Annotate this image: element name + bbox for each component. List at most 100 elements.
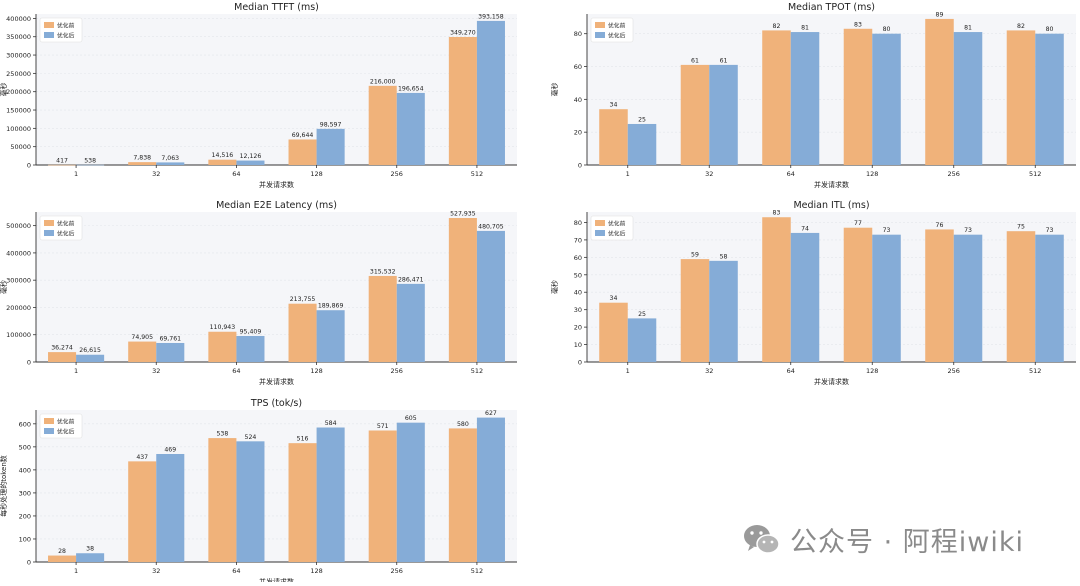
- bar-before: [368, 430, 397, 562]
- y-tick-label: 0: [27, 559, 31, 567]
- bar-after: [396, 283, 425, 362]
- x-axis-label: 并发请求数: [259, 577, 294, 582]
- x-tick-label: 32: [705, 170, 713, 178]
- legend-label: 优化前: [57, 220, 75, 228]
- legend-swatch: [44, 220, 54, 226]
- bar-after: [476, 417, 505, 562]
- bar-value-label: 34: [610, 295, 618, 302]
- plot-area: [36, 212, 517, 362]
- y-tick-label: 400: [19, 466, 31, 474]
- bar-before: [48, 352, 77, 362]
- y-axis-label: 毫秒: [550, 83, 559, 97]
- y-tick-label: 40: [574, 96, 582, 104]
- x-tick-label: 1: [74, 367, 78, 375]
- bar-before: [599, 109, 628, 165]
- x-tick-label: 512: [471, 170, 483, 178]
- y-tick-label: 500000: [6, 222, 31, 230]
- watermark: 公众号 · 阿程iwiki: [742, 520, 1024, 559]
- bar-value-label: 28: [58, 548, 66, 555]
- x-tick-label: 64: [232, 170, 240, 178]
- y-tick-label: 0: [578, 359, 582, 367]
- plot-area: [587, 212, 1076, 362]
- bar-value-label: 469: [164, 446, 176, 453]
- bar-before: [288, 139, 317, 165]
- plot-area: [36, 410, 517, 562]
- bar-value-label: 480,705: [478, 223, 504, 230]
- x-axis-label: 并发请求数: [259, 377, 294, 386]
- legend-swatch: [595, 220, 605, 226]
- bar-value-label: 437: [136, 454, 148, 461]
- y-tick-label: 80: [574, 30, 582, 38]
- bar-value-label: 417: [56, 157, 68, 164]
- bar-after: [156, 342, 185, 362]
- y-tick-label: 50: [574, 271, 582, 279]
- bar-before: [208, 331, 237, 362]
- x-axis-label: 并发请求数: [814, 377, 849, 386]
- x-tick-label: 64: [787, 367, 795, 375]
- bar-after: [476, 230, 505, 362]
- bar-before: [680, 259, 710, 362]
- bar-before: [1006, 30, 1036, 166]
- bar-value-label: 286,471: [398, 276, 424, 283]
- bar-after: [953, 32, 983, 165]
- bar-after: [316, 310, 345, 362]
- legend-swatch: [44, 428, 54, 434]
- bar-before: [925, 18, 954, 165]
- bar-value-label: 14,516: [212, 152, 234, 159]
- x-tick-label: 64: [232, 367, 240, 375]
- legend-swatch: [44, 32, 54, 38]
- chart-title: Median TPOT (ms): [788, 2, 875, 13]
- y-tick-label: 250000: [6, 70, 31, 78]
- bar-before: [208, 438, 237, 562]
- watermark-text: 公众号 · 阿程iwiki: [790, 527, 1024, 558]
- bar-value-label: 584: [325, 420, 337, 427]
- bar-after: [396, 92, 425, 165]
- bar-before: [48, 555, 77, 562]
- bar-before: [128, 341, 157, 362]
- x-tick-label: 128: [310, 170, 322, 178]
- bar-before: [680, 64, 710, 165]
- bar-after: [236, 335, 265, 362]
- bar-value-label: 61: [720, 57, 728, 64]
- bar-after: [396, 422, 425, 562]
- bar-value-label: 80: [1046, 26, 1054, 33]
- bar-value-label: 516: [297, 436, 309, 443]
- bar-after: [76, 354, 105, 362]
- bar-value-label: 82: [773, 23, 781, 30]
- y-tick-label: 0: [27, 162, 31, 170]
- bar-value-label: 580: [457, 421, 469, 428]
- bar-value-label: 95,409: [240, 328, 262, 335]
- bar-after: [476, 20, 505, 165]
- y-tick-label: 350000: [6, 33, 31, 41]
- y-tick-label: 80: [574, 219, 582, 227]
- x-tick-label: 128: [310, 367, 322, 375]
- bar-value-label: 81: [801, 25, 809, 32]
- bar-value-label: 73: [883, 227, 891, 234]
- bar-before: [128, 162, 157, 165]
- y-tick-label: 10: [574, 341, 582, 349]
- bar-before: [925, 229, 954, 362]
- bar-before: [843, 227, 873, 362]
- y-tick-label: 70: [574, 236, 582, 244]
- bar-before: [48, 164, 77, 166]
- bar-value-label: 81: [964, 25, 972, 32]
- bar-value-label: 77: [854, 220, 862, 227]
- y-tick-label: 20: [574, 129, 582, 137]
- x-tick-label: 32: [152, 567, 160, 575]
- bar-value-label: 7,063: [161, 155, 179, 162]
- y-tick-label: 0: [578, 162, 582, 170]
- x-tick-label: 32: [152, 170, 160, 178]
- y-tick-label: 200000: [6, 304, 31, 312]
- bar-before: [762, 30, 791, 166]
- bar-after: [872, 234, 901, 362]
- bar-value-label: 38: [86, 546, 94, 553]
- y-tick-label: 300000: [6, 52, 31, 60]
- x-tick-label: 256: [948, 170, 960, 178]
- legend-label: 优化后: [608, 230, 626, 238]
- x-tick-label: 256: [391, 367, 403, 375]
- bar-before: [208, 159, 237, 165]
- chart-title: Median TTFT (ms): [234, 2, 319, 13]
- y-tick-label: 200000: [6, 88, 31, 96]
- legend-label: 优化前: [608, 220, 626, 228]
